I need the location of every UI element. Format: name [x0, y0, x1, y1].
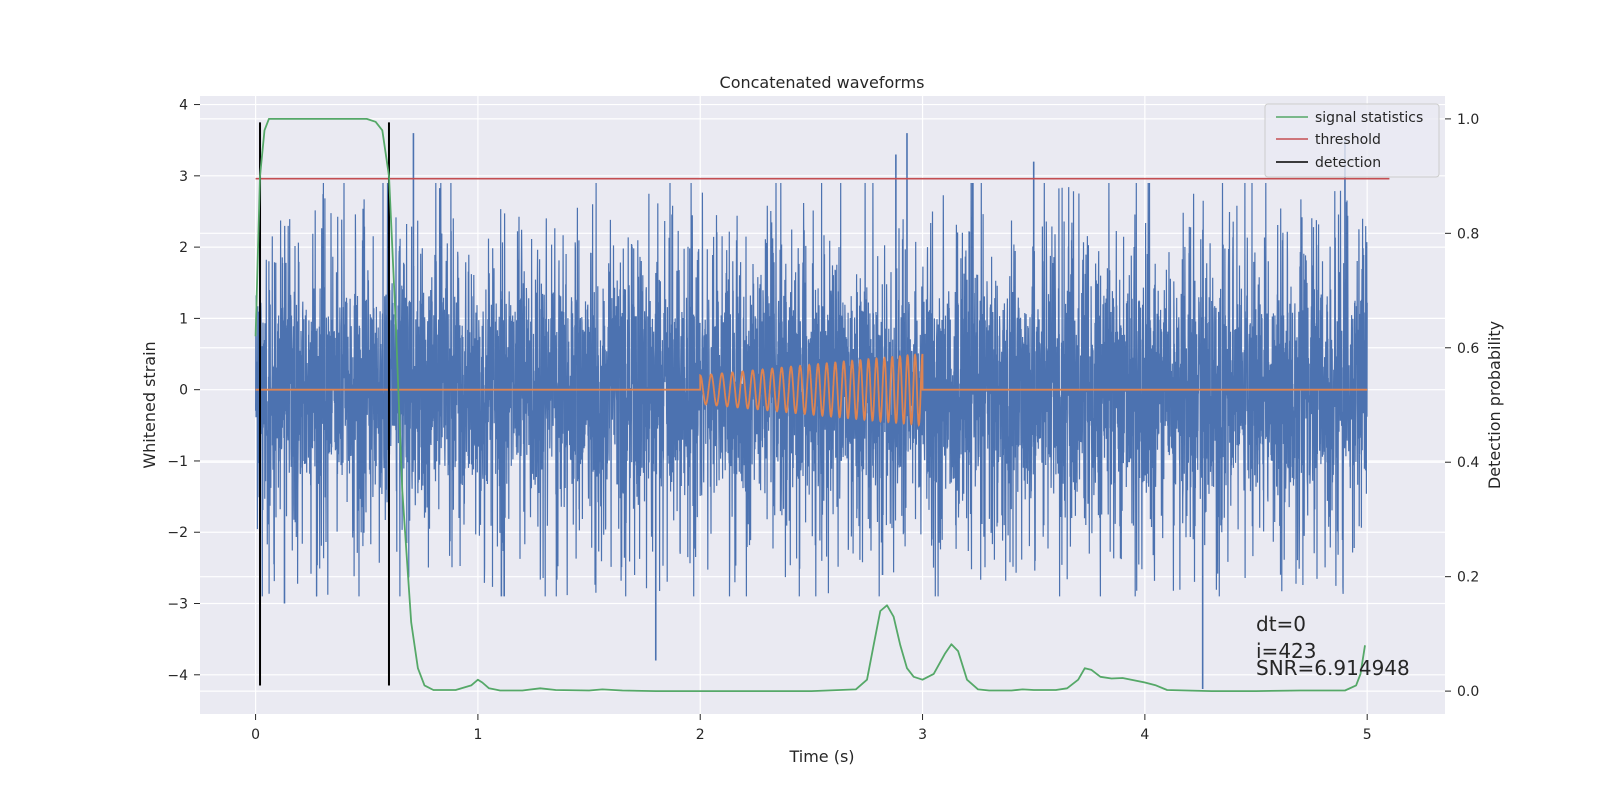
x-tick-label: 0: [251, 727, 260, 743]
y2-tick-label: 0.0: [1457, 684, 1479, 700]
x-tick-label: 5: [1363, 727, 1372, 743]
x-tick-label: 1: [473, 727, 482, 743]
x-tick-label: 3: [918, 727, 927, 743]
y2-tick-label: 0.2: [1457, 570, 1479, 586]
y2-axis-label: Detection probability: [1485, 321, 1504, 489]
annotation-index: i=423: [1256, 639, 1317, 663]
y-tick-label: 4: [179, 98, 188, 114]
y-tick-label: −4: [167, 668, 188, 684]
y-tick-label: 2: [179, 240, 188, 256]
annotation-snr: SNR=6.914948: [1256, 656, 1410, 680]
x-tick-label: 4: [1140, 727, 1149, 743]
legend-label-detection: detection: [1315, 155, 1381, 171]
x-axis-label: Time (s): [788, 747, 854, 766]
y-axis-label: Whitened strain: [140, 341, 159, 468]
signal-statistics-line: [254, 118, 1366, 692]
legend-label-statistics: signal statistics: [1315, 110, 1423, 126]
y-tick-label: −2: [167, 525, 188, 541]
ticks: 0 1 2 3 4 5 4 3 2 1 0 −1 −2 −3 −4 1.0 0.8 0.6 0.4 0.2 0.0: [167, 98, 1479, 743]
y-tick-label: −3: [167, 597, 188, 613]
y-tick-label: 0: [179, 383, 188, 399]
legend: signal statistics threshold detection: [1264, 103, 1440, 178]
y2-tick-label: 1.0: [1457, 112, 1479, 128]
x-tick-label: 2: [696, 727, 705, 743]
y-tick-label: 1: [179, 311, 188, 327]
injected-chirp-line: [255, 353, 1368, 428]
y2-tick-label: 0.6: [1457, 341, 1479, 357]
series-layer: [254, 118, 1390, 692]
y-tick-label: 3: [179, 169, 188, 185]
y2-tick-label: 0.4: [1457, 455, 1479, 471]
y-tick-label: −1: [167, 454, 188, 470]
chart-title: Concatenated waveforms: [720, 73, 925, 92]
annotation-dt: dt=0: [1256, 612, 1306, 636]
legend-box: [1264, 103, 1440, 178]
legend-label-threshold: threshold: [1315, 132, 1381, 148]
y2-tick-label: 0.8: [1457, 226, 1479, 242]
